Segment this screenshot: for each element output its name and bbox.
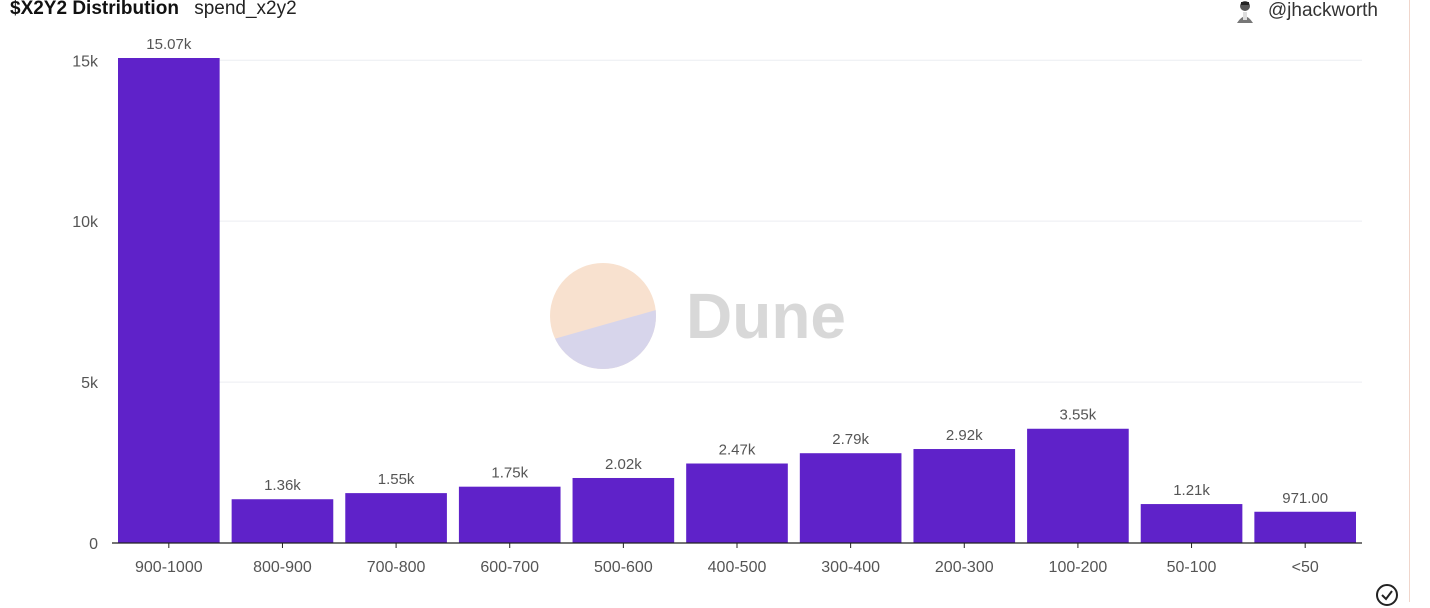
watermark-text: Dune: [686, 280, 846, 352]
bar[interactable]: [686, 463, 788, 543]
x-tick-label: <50: [1292, 559, 1319, 576]
x-tick-label: 400-500: [708, 559, 767, 576]
x-tick-label: 300-400: [821, 559, 880, 576]
data-label: 1.36k: [264, 477, 301, 494]
bar[interactable]: [913, 449, 1016, 543]
bar[interactable]: [572, 477, 675, 543]
y-tick-label: 5k: [81, 375, 99, 392]
title-wrap: $X2Y2 Distribution spend_x2y2: [10, 0, 297, 20]
bar[interactable]: [458, 486, 561, 543]
x-axis: 900-1000 800-900 700-800 600-700 500-600 400-…: [135, 543, 1319, 576]
data-label: 971.00: [1282, 490, 1328, 507]
dune-watermark: Dune: [550, 263, 846, 369]
bars: [118, 58, 1356, 543]
data-label: 2.92k: [946, 427, 983, 444]
x-tick-label: 900-1000: [135, 559, 203, 576]
y-tick-label: 15k: [72, 53, 99, 70]
x-tick-label: 50-100: [1167, 559, 1217, 576]
data-label: 2.79k: [832, 431, 869, 448]
data-label: 1.21k: [1173, 482, 1210, 499]
bar[interactable]: [1027, 428, 1129, 543]
bar[interactable]: [799, 453, 902, 543]
chart-header: $X2Y2 Distribution spend_x2y2 @jhackwort…: [0, 0, 1410, 24]
dune-logo-icon: [550, 263, 656, 369]
data-label: 1.75k: [491, 465, 528, 482]
x-tick-label: 500-600: [594, 559, 653, 576]
grid-lines: [122, 59, 1362, 383]
y-tick-label: 10k: [72, 214, 99, 231]
query-name[interactable]: spend_x2y2: [194, 0, 297, 19]
bar[interactable]: [1254, 511, 1356, 543]
author-link[interactable]: @jhackworth: [1232, 0, 1378, 24]
bar[interactable]: [345, 493, 447, 543]
data-label: 2.02k: [605, 456, 642, 473]
avatar-icon: [1236, 1, 1253, 23]
x-tick-label: 200-300: [935, 559, 994, 576]
bar[interactable]: [118, 58, 220, 543]
x-tick-label: 800-900: [253, 559, 312, 576]
data-label: 15.07k: [146, 36, 192, 53]
data-label: 3.55k: [1060, 407, 1097, 424]
x-tick-label: 700-800: [367, 559, 426, 576]
check-circle-icon[interactable]: [1374, 582, 1400, 608]
bar[interactable]: [231, 499, 334, 543]
bar-chart: Dune 0 5k 10k 15k 15.07k 1.36k 1.55k 1.75k 2.02…: [72, 36, 1362, 576]
panel-border: [1409, 0, 1410, 602]
data-label: 1.55k: [378, 471, 415, 488]
x-tick-label: 600-700: [480, 559, 539, 576]
x-tick-label: 100-200: [1049, 559, 1108, 576]
data-label: 2.47k: [719, 442, 756, 459]
y-axis: 0 5k 10k 15k: [72, 53, 99, 553]
data-labels: 15.07k 1.36k 1.55k 1.75k 2.02k 2.47k 2.79k 2.92…: [146, 36, 1328, 507]
chart-title: $X2Y2 Distribution: [10, 0, 179, 19]
author-name: @jhackworth: [1267, 0, 1378, 21]
bar[interactable]: [1140, 504, 1243, 543]
y-tick-label: 0: [89, 536, 98, 553]
